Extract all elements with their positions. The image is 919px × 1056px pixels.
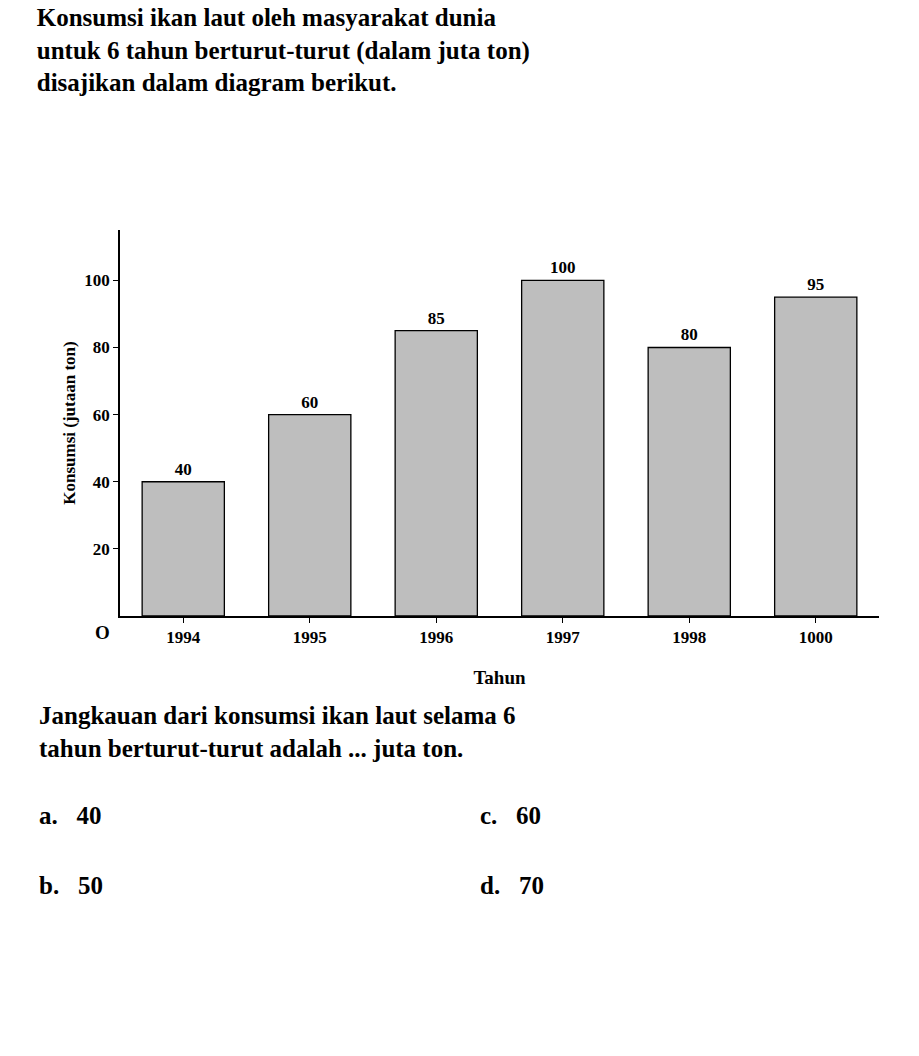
svg-text:1997: 1997 xyxy=(546,628,581,647)
svg-text:95: 95 xyxy=(807,275,824,294)
svg-text:1998: 1998 xyxy=(672,628,706,647)
svg-text:1000: 1000 xyxy=(799,628,833,647)
svg-text:20: 20 xyxy=(93,540,110,559)
svg-text:1994: 1994 xyxy=(166,628,201,647)
svg-text:c. 60: c. 60 xyxy=(480,802,541,829)
svg-text:Tahun: Tahun xyxy=(473,667,526,688)
svg-text:d. 70: d. 70 xyxy=(480,872,544,899)
svg-text:60: 60 xyxy=(93,406,110,425)
svg-text:80: 80 xyxy=(681,325,698,344)
svg-text:1996: 1996 xyxy=(419,628,453,647)
svg-text:Jangkauan dari konsumsi ikan l: Jangkauan dari konsumsi ikan laut selama… xyxy=(39,702,516,762)
svg-text:60: 60 xyxy=(301,393,318,412)
svg-text:85: 85 xyxy=(428,309,445,328)
svg-text:80: 80 xyxy=(93,338,110,357)
svg-text:1995: 1995 xyxy=(293,628,327,647)
svg-text:a. 40: a. 40 xyxy=(39,802,102,829)
svg-text:Konsumsi ikan laut oleh masyar: Konsumsi ikan laut oleh masyarakat dunia… xyxy=(37,4,530,96)
svg-text:b. 50: b. 50 xyxy=(39,872,103,899)
svg-text:100: 100 xyxy=(550,258,576,277)
svg-text:Konsumsi (jutaan ton): Konsumsi (jutaan ton) xyxy=(60,341,79,504)
svg-text:40: 40 xyxy=(93,473,110,492)
svg-text:40: 40 xyxy=(175,460,192,479)
svg-text:100: 100 xyxy=(84,271,110,290)
svg-text:O: O xyxy=(95,622,110,643)
